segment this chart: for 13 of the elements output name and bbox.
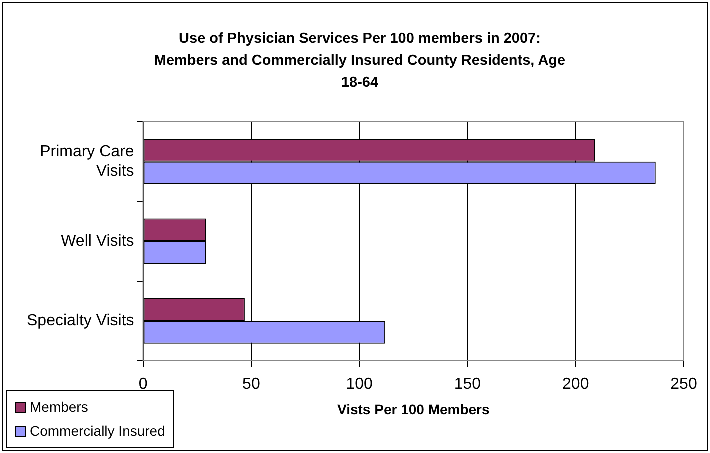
legend-label: Members [30,399,88,415]
x-tick-label: 200 [562,376,590,394]
x-tick-label: 100 [346,376,374,394]
x-tick-label: 150 [454,376,482,394]
y-tick-label: Primary Care Visits [40,144,134,180]
y-tick-label: Well Visits [61,232,134,250]
x-tick-label: 250 [670,376,698,394]
legend-label: Commercially Insured [30,423,166,439]
x-tick-label: 0 [138,376,148,394]
x-tick-label: 50 [242,376,260,394]
x-axis-title: Vists Per 100 Members [338,401,490,418]
y-tick-label: Specialty Visits [26,312,134,330]
chart-title: Use of Physician Services Per 100 members in 2007: Members and Commercially Insured County Residents, Age 18-64 [153,30,567,93]
